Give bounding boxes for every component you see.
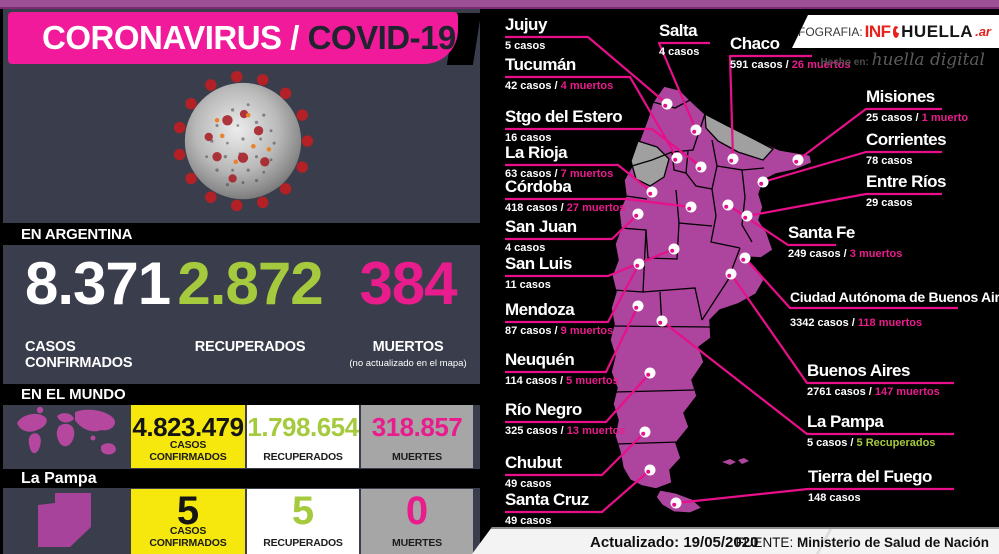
stat-value: 384 <box>359 250 457 317</box>
title-coronavirus: CORONAVIRUS / <box>42 19 308 56</box>
map-label-san-luis: San Luis 11 casos <box>505 254 572 291</box>
map-label-neuquen: Neuquén 114 casos / 5 muertos <box>505 350 619 387</box>
world-confirmed-label: CASOS CONFIRMADOS <box>149 439 227 463</box>
lapampa-box-deaths: 0 MUERTES <box>361 489 473 554</box>
lapampa-confirmed-label: CASOS CONFIRMADOS <box>149 525 227 549</box>
map-label-cordoba: Córdoba 418 casos / 27 muertos <box>505 177 626 214</box>
stat-value: 8.371 <box>25 250 171 317</box>
world-confirmed-value: 4.823.479 <box>132 412 244 442</box>
section-bar-world: EN EL MUNDO <box>3 384 483 405</box>
map-label-tierra-del-fuego: Tierra del Fuego 148 casos <box>808 467 932 504</box>
section-title-argentina: EN ARGENTINA <box>21 225 133 243</box>
logo-prefix: INFOGRAFIA: <box>786 24 863 39</box>
world-recovered-value: 1.798.654 <box>247 412 359 442</box>
section-bar-argentina: EN ARGENTINA <box>3 223 483 245</box>
left-panel: CORONAVIRUS / COVID-19 <box>0 0 483 554</box>
province-markers <box>632 98 804 509</box>
title-banner: CORONAVIRUS / COVID-19 <box>8 12 458 64</box>
lapampa-box-recovered: 5 RECUPERADOS <box>247 489 359 554</box>
title-covid19: COVID-19 <box>307 19 457 56</box>
world-recovered-label: RECUPERADOS <box>263 451 343 463</box>
footer-strip: Actualizado: 19/05/2020 FUENTE: Minister… <box>472 527 999 554</box>
logo-plate: INFOGRAFIA: INF HUELLA .ar <box>786 15 999 48</box>
logo-brand-huella: HUELLA <box>901 21 974 41</box>
world-box-recovered: 1.798.654 RECUPERADOS <box>247 405 359 468</box>
world-deaths-label: MUERTES <box>392 451 442 463</box>
map-label-san-juan: San Juan 4 casos <box>505 217 577 254</box>
map-label-chaco: Chaco 591 casos / 26 muertos <box>730 34 851 71</box>
map-panel: Jujuy 5 casos Tucumán 42 casos / 4 muert… <box>480 0 999 554</box>
stat-note: (no actualizado en el mapa) <box>349 358 467 369</box>
coronavirus-illustration-icon <box>143 58 343 220</box>
logo-tagline: Hecho en: huella digital <box>820 50 985 70</box>
stat-value: 2.872 <box>177 250 323 317</box>
map-label-corrientes: Corrientes 78 casos <box>866 130 947 167</box>
world-box-deaths: 318.857 MUERTES <box>361 405 473 468</box>
world-deaths-value: 318.857 <box>371 412 463 442</box>
map-label-tucuman: Tucumán 42 casos / 4 muertos <box>505 55 614 92</box>
logo-brand-info: INF <box>864 21 891 41</box>
map-label-misiones: Misiones 25 casos / 1 muerto <box>866 87 969 124</box>
lapampa-deaths-label: MUERTES <box>392 537 442 549</box>
argentina-map <box>505 35 958 514</box>
catamarca-gray <box>630 140 670 187</box>
map-label-jujuy: Jujuy 5 casos <box>505 15 547 52</box>
map-label-la-rioja: La Rioja 63 casos / 7 muertos <box>505 143 614 180</box>
map-label-chubut: Chubut 49 casos <box>505 453 562 490</box>
lapampa-recovered-label: RECUPERADOS <box>263 537 343 549</box>
section-title-world: EN EL MUNDO <box>21 386 126 403</box>
stat-argentina-recovered: 2.872 RECUPERADOS <box>175 250 325 356</box>
stat-argentina-confirmed: 8.371 CASOS CONFIRMADOS <box>25 250 185 372</box>
formosa-gray <box>704 112 775 161</box>
map-label-santa-cruz: Santa Cruz 49 casos <box>505 490 589 527</box>
logo-suffix-ar: .ar <box>975 24 991 39</box>
lapampa-box-confirmed: 5 CASOS CONFIRMADOS <box>131 489 245 554</box>
lapampa-deaths-value: 0 <box>405 489 429 533</box>
map-label-santiago-del-estero: Stgo del Estero 16 casos <box>505 107 623 144</box>
top-strip <box>0 0 999 9</box>
section-bar-lapampa: La Pampa <box>3 469 483 488</box>
world-map-icon <box>9 403 125 467</box>
map-label-la-pampa: La Pampa 5 casos / 5 Recuperados <box>807 412 936 449</box>
footer-source: FUENTE: Ministerio de Salud de Nación <box>735 535 989 550</box>
map-label-rio-negro: Río Negro 325 casos / 13 muertos <box>505 400 626 437</box>
map-label-mendoza: Mendoza 87 casos / 9 muertos <box>505 300 614 337</box>
lapampa-recovered-value: 5 <box>291 489 315 533</box>
stat-label: CASOS CONFIRMADOS <box>25 339 133 371</box>
map-label-entre-rios: Entre Ríos 29 casos <box>866 172 947 209</box>
stat-label: MUERTOS <box>372 339 444 355</box>
stat-label: RECUPERADOS <box>194 339 306 355</box>
map-label-caba: Ciudad Autónoma de Buenos Aires 3342 cas… <box>790 289 999 329</box>
lapampa-province-icon <box>33 489 97 552</box>
map-label-salta: Salta 4 casos <box>659 21 700 58</box>
map-label-buenos-aires: Buenos Aires 2761 casos / 147 muertos <box>807 361 940 398</box>
microphone-icon <box>892 25 901 38</box>
lapampa-confirmed-value: 5 <box>176 489 200 533</box>
leader-lines <box>505 35 958 514</box>
section-title-lapampa: La Pampa <box>21 469 97 487</box>
footer-updated: Actualizado: 19/05/2020 <box>590 534 759 551</box>
world-box-confirmed: 4.823.479 CASOS CONFIRMADOS <box>131 405 245 468</box>
stat-argentina-deaths: 384 MUERTOS (no actualizado en el mapa) <box>341 250 475 370</box>
map-label-santa-fe: Santa Fe 249 casos / 3 muertos <box>788 223 903 260</box>
